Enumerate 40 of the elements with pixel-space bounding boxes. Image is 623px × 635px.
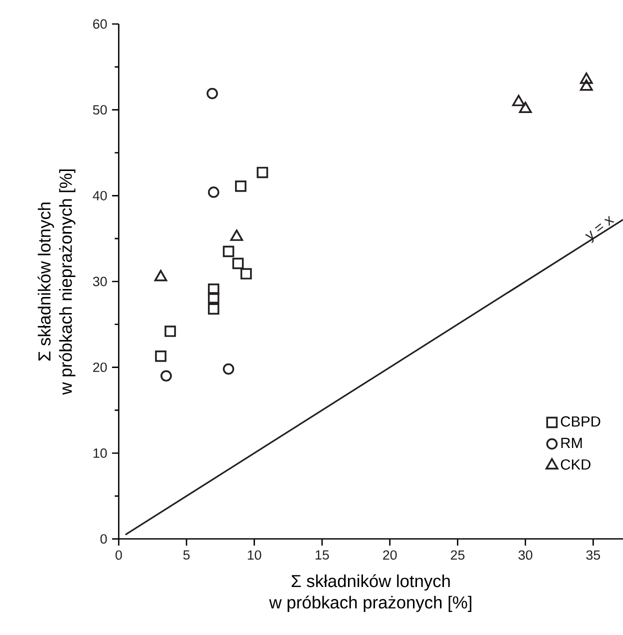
point — [206, 88, 218, 100]
x-axis-title: Σ składników lotnych w próbkach prażonych [%] — [269, 574, 472, 612]
y-tick-label: 10 — [94, 448, 107, 458]
y-tick-label: 20 — [93, 362, 107, 372]
y-tick-label: 0 — [100, 534, 107, 544]
y-axis-title: Σ składników lotnych w próbkach nieprażonych [%] — [38, 170, 76, 395]
y-tick-label: 50 — [93, 105, 107, 115]
point — [580, 72, 593, 84]
x-tick-label: 25 — [450, 550, 464, 560]
x-tick-label: 30 — [518, 550, 532, 560]
y-tick-label: 30 — [93, 276, 107, 286]
point — [232, 258, 244, 270]
y-tick-label: 60 — [93, 19, 107, 29]
x-tick-label: 35 — [586, 550, 600, 560]
x-tick-label: 10 — [248, 550, 262, 560]
x-tick-label: 20 — [383, 550, 397, 560]
y-tick-label: 40 — [92, 190, 107, 200]
point — [155, 350, 166, 362]
point — [208, 284, 220, 295]
point — [240, 268, 252, 280]
point — [222, 246, 234, 258]
point — [208, 292, 220, 304]
point — [256, 166, 268, 178]
point — [164, 326, 176, 337]
point — [222, 363, 234, 375]
legend-label: CBPD — [560, 416, 600, 427]
point — [208, 303, 220, 315]
point — [512, 94, 526, 106]
point — [208, 186, 220, 198]
point — [154, 270, 168, 282]
x-tick-label: 15 — [316, 550, 329, 560]
x-tick-label: 5 — [183, 550, 190, 560]
legend-label: RM — [561, 438, 582, 448]
point — [518, 102, 532, 114]
point — [580, 79, 593, 91]
legend-label: CKD — [560, 459, 590, 470]
point — [235, 180, 246, 192]
point — [160, 370, 172, 382]
point — [230, 230, 244, 241]
x-tick-label: 0 — [116, 550, 122, 560]
